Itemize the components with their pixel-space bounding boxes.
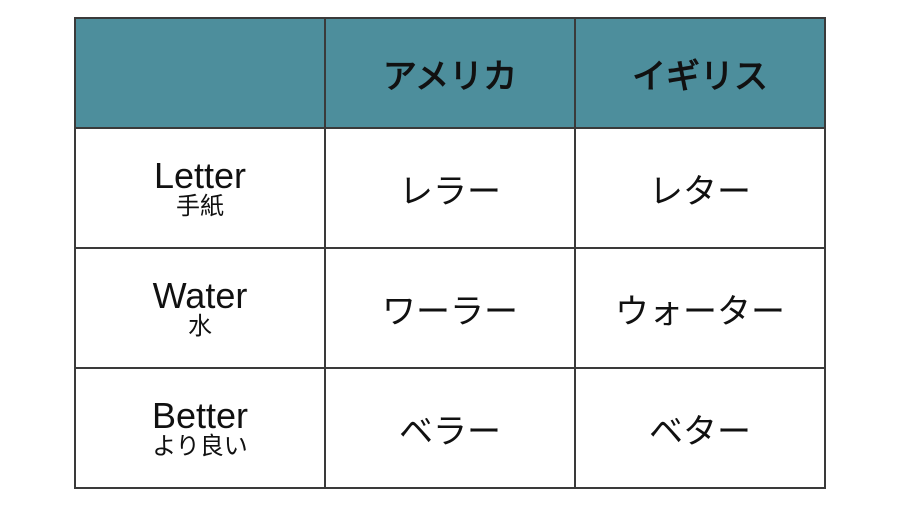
- pron-us: レラー: [325, 128, 575, 248]
- word-jp: 水: [76, 314, 324, 339]
- word-jp: 手紙: [76, 194, 324, 219]
- word-en: Water: [76, 277, 324, 315]
- header-row: アメリカ イギリス: [75, 18, 825, 128]
- header-uk: イギリス: [575, 18, 825, 128]
- word-cell: Water 水: [75, 248, 325, 368]
- header-us: アメリカ: [325, 18, 575, 128]
- pron-uk: ウォーター: [575, 248, 825, 368]
- table-row: Water 水 ワーラー ウォーター: [75, 248, 825, 368]
- pron-uk: ベター: [575, 368, 825, 488]
- table-row: Letter 手紙 レラー レター: [75, 128, 825, 248]
- pron-us: ベラー: [325, 368, 575, 488]
- word-cell: Better より良い: [75, 368, 325, 488]
- pronunciation-table: アメリカ イギリス Letter 手紙 レラー レター Water 水 ワーラー…: [74, 17, 826, 489]
- pron-uk: レター: [575, 128, 825, 248]
- canvas: アメリカ イギリス Letter 手紙 レラー レター Water 水 ワーラー…: [0, 0, 900, 506]
- table-row: Better より良い ベラー ベター: [75, 368, 825, 488]
- word-en: Better: [76, 397, 324, 435]
- word-jp: より良い: [76, 434, 324, 459]
- word-cell: Letter 手紙: [75, 128, 325, 248]
- word-en: Letter: [76, 157, 324, 195]
- pron-us: ワーラー: [325, 248, 575, 368]
- header-blank: [75, 18, 325, 128]
